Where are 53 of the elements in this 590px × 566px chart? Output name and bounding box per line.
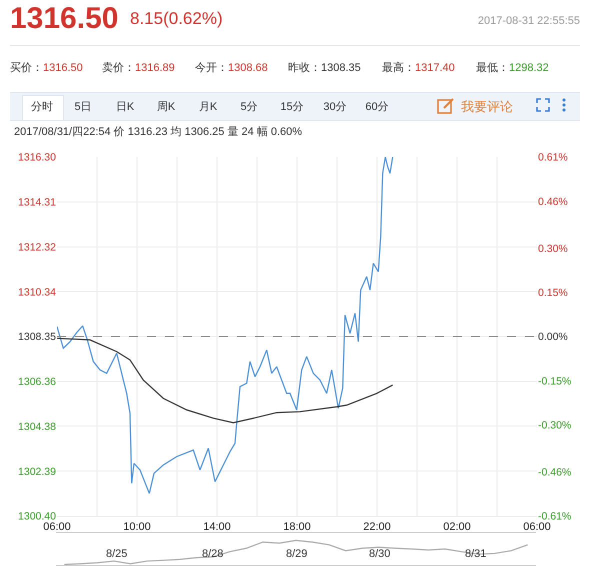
text: 最高：1317.40	[382, 60, 455, 75]
text: 日K	[116, 100, 134, 114]
y-tick-label: 1314.31	[18, 196, 56, 209]
chart-subtitle: 8.15(0.62%)	[130, 9, 223, 29]
text: 5分	[240, 100, 258, 114]
y-tick-label: 1312.32	[18, 242, 56, 254]
annotation: 8/25	[106, 548, 128, 560]
x-tick-label: 06:00	[43, 521, 71, 534]
text: 今开：1308.68	[195, 61, 268, 75]
y-tick-label: 1310.34	[18, 286, 56, 298]
chart-title: 1316.50	[43, 62, 83, 74]
y2-tick-label: -0.46%	[538, 466, 572, 479]
y-tick-label: 1316.30	[18, 152, 56, 164]
y2-tick-label: 0.00%	[538, 331, 568, 344]
text: 60分	[365, 100, 389, 114]
x-tick-label: 06:00	[523, 521, 551, 534]
text: 我要评论	[461, 98, 513, 116]
x-tick-label: 02:00	[443, 521, 471, 534]
x-tick-label: 10:00	[123, 521, 151, 534]
y2-tick-label: 0.15%	[538, 287, 568, 300]
y2-tick-label: -0.15%	[538, 375, 572, 388]
text: 最低：1298.32	[476, 61, 549, 75]
y-tick-label: 1302.39	[18, 466, 56, 478]
text: 月K	[198, 100, 218, 114]
chart-title: 1316.50	[10, 2, 118, 35]
y2-tick-label: 0.61%	[538, 152, 568, 164]
text: 5日	[74, 100, 92, 114]
text: 周K	[156, 100, 176, 114]
y2-tick-label: 0.30%	[538, 242, 568, 255]
text: 买价：	[10, 62, 43, 74]
x-tick-label: 22:00	[363, 521, 391, 534]
y2-tick-label: -0.61%	[538, 510, 572, 523]
text: 2017/08/31/四22:54 价 1316.23 均 1306.25 量 24 幅 0.60%	[14, 125, 302, 139]
annotation: 8/29	[286, 548, 308, 560]
line-series	[57, 338, 394, 424]
y2-tick-label: -0.30%	[538, 419, 572, 432]
text: 卖价：1316.89	[102, 61, 175, 75]
text: 30分	[323, 100, 347, 114]
text: 分时	[31, 100, 53, 114]
y-tick-label: 1308.35	[18, 331, 56, 344]
text: 2017-08-31 22:55:55	[478, 15, 580, 27]
y-tick-label: 1304.38	[18, 420, 56, 433]
line-series	[57, 157, 394, 494]
x-tick-label: 18:00	[283, 521, 311, 534]
text: 昨收：1308.35	[288, 61, 361, 75]
annotation: 8/28	[202, 548, 224, 560]
x-tick-label: 14:00	[203, 521, 231, 534]
y-tick-label: 1300.40	[18, 510, 56, 523]
annotation: 8/31	[465, 548, 486, 560]
y2-tick-label: 0.46%	[538, 196, 568, 208]
annotation: 8/30	[369, 548, 390, 560]
y-tick-label: 1306.36	[18, 376, 56, 388]
text: 15分	[280, 100, 304, 114]
